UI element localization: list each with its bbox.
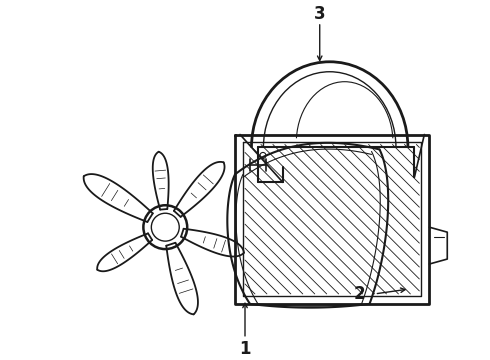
Text: 3: 3: [314, 5, 325, 23]
Text: 2: 2: [354, 285, 366, 303]
Text: 1: 1: [239, 340, 251, 358]
